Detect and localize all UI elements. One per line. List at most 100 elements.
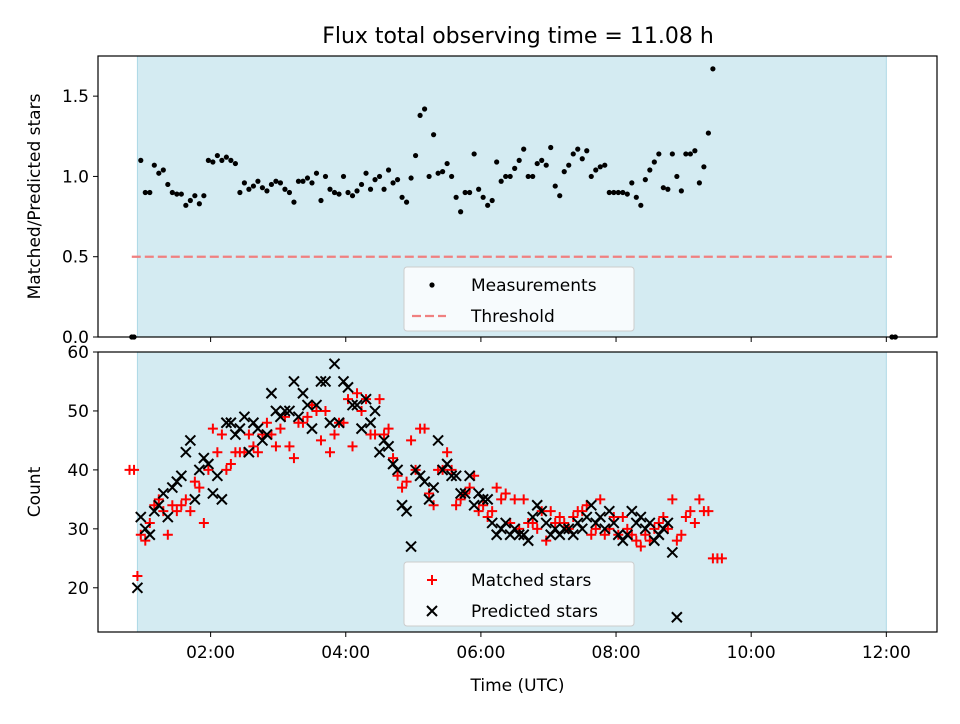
data-point (518, 494, 529, 505)
data-point (624, 191, 630, 197)
data-point (160, 167, 166, 173)
legend-label: Predicted stars (471, 602, 598, 622)
data-point (198, 517, 209, 528)
data-point (391, 464, 404, 476)
data-point (584, 148, 590, 154)
data-point (211, 470, 224, 482)
data-point (346, 399, 359, 411)
data-point (131, 582, 144, 594)
data-point (336, 191, 342, 197)
data-point (165, 181, 171, 188)
data-point (588, 173, 594, 180)
data-point (356, 405, 367, 416)
x-tick-label: 02:00 (186, 643, 235, 663)
data-point (261, 428, 273, 441)
data-point (454, 487, 467, 500)
legend: Measurements Threshold (403, 266, 635, 332)
y-tick-label: 1.5 (62, 87, 89, 107)
data-point (383, 423, 394, 434)
data-point (629, 180, 635, 186)
y-tick-label: 40 (67, 461, 89, 481)
data-point (481, 493, 494, 506)
data-point (541, 535, 552, 546)
data-point (602, 162, 608, 168)
data-point (449, 173, 455, 180)
axes-frame (97, 351, 938, 633)
data-point (400, 505, 413, 517)
data-point (444, 160, 450, 167)
x-tick-label: 06:00 (456, 643, 505, 663)
data-point (367, 186, 374, 192)
data-point (237, 189, 243, 196)
data-point (534, 160, 540, 167)
data-point (315, 435, 326, 446)
data-point (561, 169, 567, 175)
data-point (292, 411, 305, 423)
legend-label: Matched stars (471, 571, 591, 591)
data-point (277, 180, 284, 186)
y-tick-label: 50 (67, 402, 89, 422)
data-point (525, 173, 531, 180)
data-point (575, 146, 581, 152)
data-point (151, 162, 157, 168)
data-point (576, 523, 588, 535)
y-axis-label: Count (25, 466, 45, 517)
data-point (324, 417, 336, 429)
data-point (297, 417, 308, 428)
data-point (234, 422, 246, 435)
data-point (487, 506, 498, 517)
data-point (633, 194, 639, 200)
data-point (184, 434, 197, 447)
data-point (176, 500, 187, 511)
data-point (192, 193, 198, 199)
legend-marker (427, 575, 437, 585)
data-point (453, 194, 459, 200)
data-point (189, 476, 200, 487)
data-point (340, 173, 347, 180)
data-point (687, 151, 693, 157)
data-point (451, 500, 462, 511)
y-tick-label: 20 (67, 579, 89, 599)
data-point (558, 523, 570, 535)
data-point (194, 482, 205, 493)
data-point (631, 535, 642, 546)
data-point (279, 405, 291, 417)
data-point (680, 512, 691, 523)
data-point (593, 167, 599, 173)
data-point (343, 394, 354, 405)
data-point (489, 197, 495, 204)
data-point (599, 523, 611, 535)
data-point (363, 170, 369, 176)
data-point (412, 152, 419, 159)
data-point (320, 405, 331, 416)
data-point (189, 493, 201, 506)
data-point (250, 183, 257, 189)
data-point (216, 429, 227, 440)
data-point (142, 189, 148, 196)
data-point (252, 422, 264, 435)
data-point (203, 464, 214, 475)
data-point (480, 194, 486, 200)
data-point (288, 453, 299, 464)
data-point (458, 209, 464, 215)
data-point (494, 159, 500, 165)
data-point (171, 506, 182, 517)
data-point (656, 151, 662, 157)
data-point (153, 499, 165, 511)
data-point (158, 506, 169, 517)
data-point (689, 517, 700, 528)
data-point (653, 517, 664, 528)
data-point (252, 447, 263, 458)
data-point (295, 178, 302, 184)
data-point (310, 399, 323, 411)
data-point (617, 512, 628, 523)
data-point (417, 112, 423, 119)
data-point (306, 422, 318, 435)
data-point (705, 130, 711, 136)
data-point (608, 512, 619, 523)
data-point (685, 506, 696, 517)
data-point (423, 493, 435, 506)
data-point (345, 189, 351, 196)
data-point (418, 475, 431, 488)
